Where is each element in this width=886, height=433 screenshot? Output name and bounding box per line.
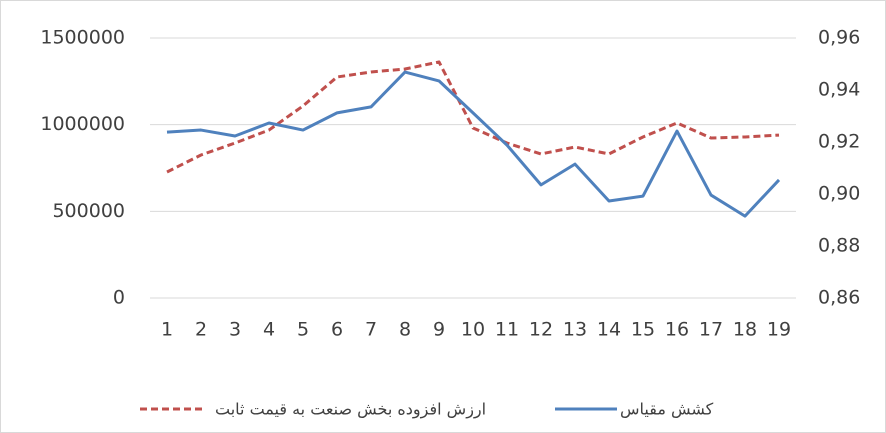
x-tick-label: 16 — [665, 319, 689, 341]
y-tick-label: 1000000 — [40, 113, 125, 135]
y2-tick-label: 0,86 — [818, 287, 860, 309]
x-tick-label: 19 — [767, 319, 791, 341]
y2-tick-label: 0,92 — [818, 131, 860, 153]
series-line — [166, 60, 780, 174]
x-tick-label: 13 — [563, 319, 587, 341]
series-line — [166, 70, 781, 218]
x-tick-label: 6 — [331, 319, 343, 341]
x-tick-label: 8 — [399, 319, 411, 341]
x-tick-label: 3 — [229, 319, 241, 341]
x-tick-label: 10 — [461, 319, 485, 341]
x-tick-label: 14 — [597, 319, 621, 341]
y-tick-label: 0 — [113, 287, 125, 309]
x-tick-label: 17 — [699, 319, 723, 341]
x-tick-label: 11 — [495, 319, 519, 341]
legend-label: کشش مقیاس — [620, 400, 714, 420]
y2-tick-label: 0,94 — [818, 79, 860, 101]
y2-tick-label: 0,88 — [818, 235, 860, 257]
x-tick-label: 2 — [195, 319, 207, 341]
x-tick-label: 5 — [297, 319, 309, 341]
x-tick-label: 15 — [631, 319, 655, 341]
y-tick-label: 1500000 — [40, 27, 125, 49]
x-tick-label: 12 — [529, 319, 553, 341]
x-tick-label: 7 — [365, 319, 377, 341]
x-tick-label: 1 — [161, 319, 173, 341]
y2-tick-label: 0,90 — [818, 183, 860, 205]
x-tick-label: 4 — [263, 319, 275, 341]
legend-label: ارزش افزوده بخش صنعت به قیمت ثابت — [215, 400, 486, 420]
x-tick-label: 18 — [733, 319, 757, 341]
y-tick-label: 500000 — [52, 200, 125, 222]
x-tick-label: 9 — [433, 319, 445, 341]
y2-tick-label: 0,96 — [818, 27, 860, 49]
